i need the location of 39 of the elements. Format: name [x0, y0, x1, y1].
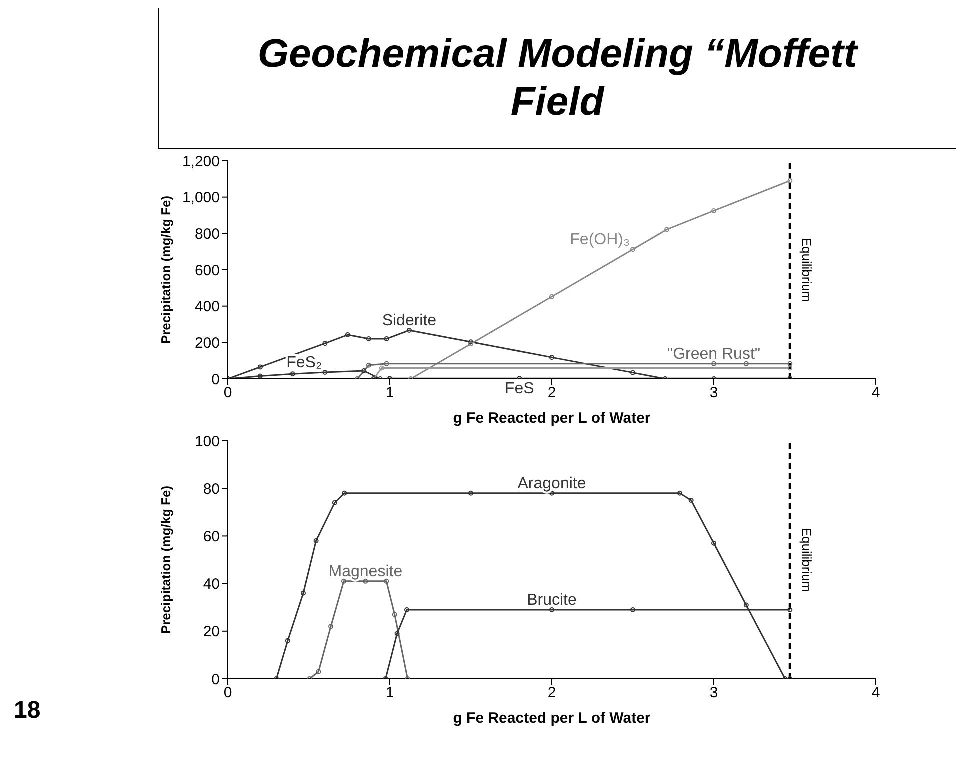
y-tick-label: 60 [203, 528, 220, 546]
series-label: FeS₂ [286, 354, 322, 372]
ref-line-label: Equilibrium [800, 238, 815, 302]
x-tick-label: 3 [710, 684, 718, 702]
x-tick-label: 1 [386, 384, 394, 402]
series-label: "Green Rust" [667, 346, 761, 363]
series-label: FeS [504, 380, 534, 398]
x-tick-label: 4 [872, 684, 880, 702]
y-tick-label: 600 [194, 262, 220, 280]
y-tick-label: 1,000 [182, 190, 220, 207]
y-tick-label: 0 [212, 371, 220, 388]
x-tick-label: 3 [710, 384, 718, 402]
y-axis-title: Precipitation (mg/kg Fe) [158, 196, 174, 344]
x-tick-label: 4 [872, 384, 880, 402]
x-tick-label: 2 [548, 684, 556, 702]
x-axis-title: g Fe Reacted per L of Water [453, 710, 651, 727]
x-tick-label: 0 [224, 384, 232, 402]
y-tick-label: 200 [194, 334, 220, 352]
series-label: Aragonite [518, 475, 586, 492]
x-tick-label: 2 [548, 384, 556, 402]
y-tick-label: 80 [203, 480, 220, 498]
y-axis-title: Precipitation (mg/kg Fe) [158, 486, 174, 634]
series-label: Siderite [382, 312, 437, 330]
text: 18 [14, 697, 41, 725]
ref-line-label: Equilibrium [800, 528, 815, 592]
y-tick-label: 100 [194, 433, 220, 450]
y-tick-label: 800 [194, 226, 220, 243]
x-axis-title: g Fe Reacted per L of Water [453, 410, 651, 427]
series-label: Brucite [527, 592, 577, 609]
y-tick-label: 20 [203, 624, 220, 641]
series-label: Fe(OH)₃ [570, 232, 630, 249]
y-tick-label: 40 [203, 576, 220, 594]
y-tick-label: 0 [212, 671, 220, 688]
x-tick-label: 0 [224, 684, 232, 702]
chart-title: Geochemical Modeling “Moffett Field [258, 31, 858, 126]
series-label: Magnesite [328, 563, 403, 580]
y-tick-label: 1,200 [182, 153, 220, 170]
y-tick-label: 400 [194, 298, 220, 316]
x-tick-label: 1 [386, 684, 394, 702]
